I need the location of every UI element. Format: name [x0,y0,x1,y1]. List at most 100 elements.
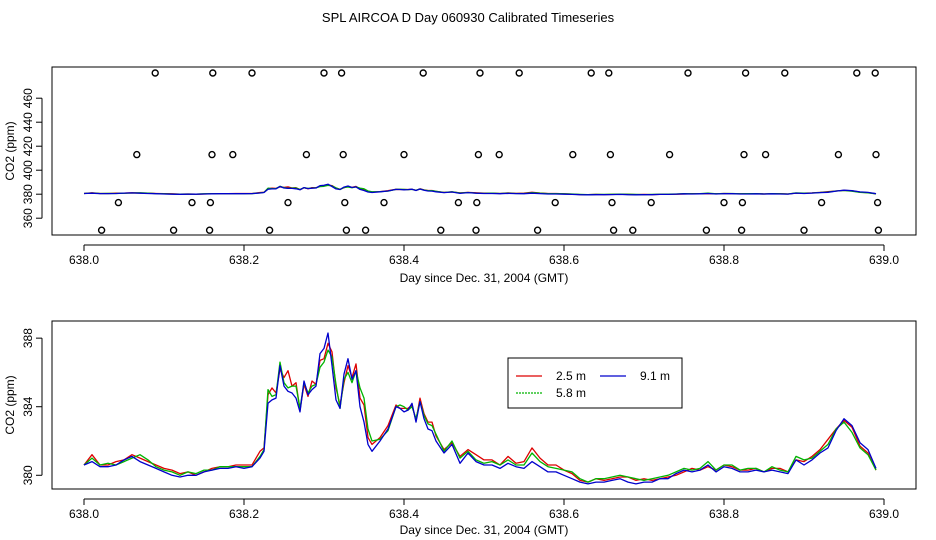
chart-title: SPL AIRCOA D Day 060930 Calibrated Times… [322,10,615,25]
calibration-point [361,226,370,234]
calibration-point [853,69,861,77]
calibration-point [476,69,484,77]
calibration-point [871,69,879,77]
legend-label-9-1m: 9.1 m [640,369,670,383]
bottom-y-tick-label: 380 [21,465,35,485]
top-y-tick-label: 460 [21,88,35,108]
calibration-point [515,69,523,77]
bottom-x-tick-label: 639.0 [869,507,899,521]
calibration-point [874,226,883,234]
bottom-x-tick-label: 638.4 [389,507,419,521]
bottom-x-axis-label: Day since Dec. 31, 2004 (GMT) [400,523,569,537]
calibration-point [872,150,880,159]
calibration-point [342,226,351,234]
top-y-tick-label: 380 [21,184,35,204]
calibration-point [834,150,843,159]
calibration-point [737,226,746,234]
calibration-point [400,150,408,159]
calibration-point [873,198,882,207]
top-calibration-points [97,69,883,234]
calibration-point [205,226,214,234]
calibration-point [265,226,274,234]
bottom-axes: 638.0 638.2 638.4 638.6 638.8 639.0 380 384 388 [21,328,899,521]
bottom-x-tick-label: 638.6 [549,507,579,521]
top-y-axis-label: CO2 (ppm) [3,121,17,180]
calibration-point [454,198,463,207]
bottom-panel: 638.0 638.2 638.4 638.6 638.8 639.0380384388 … [3,320,917,537]
calibration-point [629,226,637,234]
top-y-tick-label: 400 [21,160,35,180]
calibration-point [97,226,106,234]
bottom-y-axis-label: CO2 (ppm) [3,375,17,434]
top-series-lines [83,183,877,196]
top-y-tick-label: 360 [21,208,35,228]
calibration-point [605,69,613,77]
top-series-line-9-1-m [83,183,877,196]
bottom-y-tick-label: 388 [21,328,35,348]
calibration-point [551,198,559,207]
bottom-plot-frame [51,320,917,490]
calibration-point [284,198,292,207]
top-x-tick-label: 638.0 [69,253,99,267]
calibration-point [761,150,770,159]
calibration-point [229,150,237,159]
series-line-9-1-m [83,332,877,485]
calibration-point [169,226,178,234]
calibration-point [302,150,311,159]
calibration-point [608,198,616,207]
calibration-point [665,150,674,159]
calibration-point [738,198,747,207]
calibration-point [151,69,159,77]
top-x-axis-label: Day since Dec. 31, 2004 (GMT) [400,271,569,285]
calibration-point [720,198,728,207]
calibration-point [206,198,215,207]
calibration-point [684,69,692,77]
calibration-point [702,226,711,234]
top-x-tick-label: 638.2 [229,253,259,267]
top-panel: 638.0 638.2 638.4 638.6 638.8 639.0 360 380 400 4… [3,66,917,285]
calibration-point [740,150,748,159]
calibration-point [472,226,480,234]
calibration-point [647,198,655,207]
calibration-point [800,226,808,234]
top-x-tick-label: 638.4 [389,253,419,267]
calibration-point [339,150,347,159]
calibration-point [606,150,615,159]
calibration-point [248,69,256,77]
calibration-point [133,150,141,159]
bottom-x-tick-label: 638.2 [229,507,259,521]
calibration-point [741,69,750,77]
bottom-x-tick-label: 638.8 [709,507,739,521]
top-x-tick-label: 639.0 [869,253,899,267]
calibration-point [781,69,789,77]
calibration-point [533,226,542,234]
calibration-point [474,150,483,159]
legend: 2.5 m 9.1 m 5.8 m [507,357,683,409]
calibration-point [495,150,503,159]
top-x-tick-label: 638.6 [549,253,579,267]
calibration-point [437,226,445,234]
calibration-point [473,198,481,207]
top-plot-frame [51,66,917,236]
series-line-5-8-m [83,349,877,483]
calibration-point [188,198,196,207]
legend-label-2-5m: 2.5 m [556,369,586,383]
top-y-tick-label: 420 [21,136,35,156]
calibration-point [114,198,123,207]
top-x-tick-label: 638.8 [709,253,739,267]
legend-label-5-8m: 5.8 m [556,386,586,400]
calibration-point [609,226,618,234]
legend-box [507,357,683,409]
calibration-point [337,69,346,77]
calibration-point [419,69,427,77]
bottom-y-tick-label: 384 [21,396,35,416]
calibration-point [569,150,577,159]
top-y-tick-label: 440 [21,112,35,132]
calibration-point [817,198,826,207]
calibration-point [380,198,388,207]
calibration-point [587,69,595,77]
calibration-point [208,150,216,159]
bottom-x-tick-label: 638.0 [69,507,99,521]
bottom-series-lines [83,332,877,485]
